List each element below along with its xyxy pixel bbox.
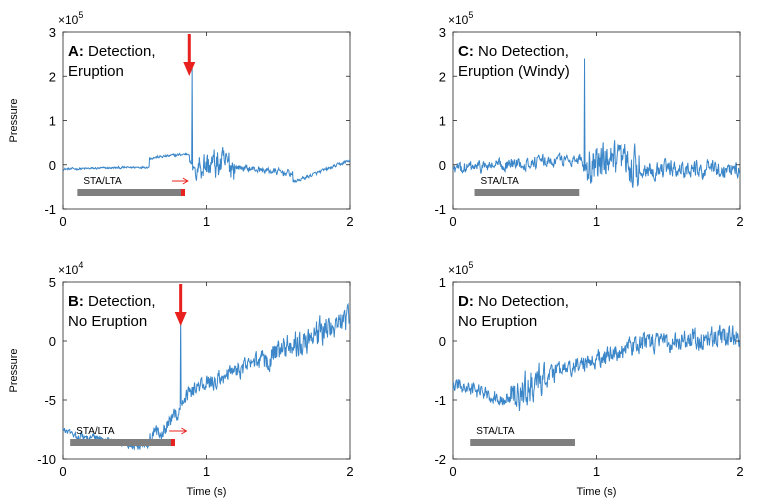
y-tick-label: -1 <box>434 393 446 408</box>
x-tick-label: 1 <box>203 214 210 229</box>
y-tick-label: 0 <box>49 334 56 349</box>
stalta-bar-trigger <box>170 439 175 446</box>
detection-arrow-head <box>183 62 196 76</box>
plot-area-frame <box>452 31 741 210</box>
x-tick-label: 1 <box>593 464 600 479</box>
y-tick-label: 1 <box>439 114 446 129</box>
panel-title-line2: Eruption (Windy) <box>458 63 570 80</box>
stalta-bar <box>77 189 185 196</box>
plot-area-frame <box>62 31 351 210</box>
trigger-arrow-head <box>182 177 189 185</box>
y-tick-label: 3 <box>49 25 56 40</box>
x-tick-label: 2 <box>346 214 353 229</box>
series-line <box>453 324 740 411</box>
panel-title-line1: A: Detection, <box>68 43 156 60</box>
series-line <box>63 67 350 184</box>
x-tick-label: 2 <box>736 214 743 229</box>
y-exponent-power: 4 <box>78 260 83 270</box>
panel-letter: D: <box>458 293 474 310</box>
y-tick-label: -5 <box>44 393 56 408</box>
y-tick-label: -2 <box>434 452 446 467</box>
stalta-label: STA/LTA <box>83 176 122 187</box>
series-line <box>453 58 740 188</box>
panel-title-line2: No Eruption <box>458 313 537 330</box>
stalta-label: STA/LTA <box>476 426 515 437</box>
stalta-bar <box>70 439 175 446</box>
y-tick-label: 1 <box>439 275 446 290</box>
y-exponent-power: 5 <box>468 10 473 20</box>
panel-b: 0 1 2 -10 -5 0 5×104 Pressure Time (s) B: Detecti… <box>8 260 354 498</box>
y-exponent-label: ×104 <box>58 260 83 277</box>
panel-title-line1: B: Detection, <box>68 293 156 310</box>
y-exponent-label: ×105 <box>58 10 83 27</box>
x-tick-label: 1 <box>593 214 600 229</box>
y-exponent-label: ×105 <box>448 10 473 27</box>
y-tick-label: 0 <box>439 334 446 349</box>
y-tick-label: 2 <box>49 69 56 84</box>
x-axis-label: Time (s) <box>577 486 617 498</box>
panel-title-line1: D: No Detection, <box>458 293 569 310</box>
y-tick-label: 2 <box>439 69 446 84</box>
stalta-label: STA/LTA <box>76 426 115 437</box>
panel-letter: B: <box>68 293 84 310</box>
panel-title-text: No Detection, <box>474 43 569 60</box>
y-tick-label: 0 <box>439 158 446 173</box>
x-tick-label: 0 <box>59 214 66 229</box>
stalta-bar-trigger <box>180 189 185 196</box>
y-tick-label: 1 <box>49 114 56 129</box>
y-tick-label: -1 <box>44 202 56 217</box>
stalta-bar <box>470 439 575 446</box>
x-tick-label: 0 <box>59 464 66 479</box>
y-tick-label: -10 <box>37 452 56 467</box>
x-tick-label: 2 <box>346 464 353 479</box>
stalta-label: STA/LTA <box>481 176 520 187</box>
panel-title-line1: C: No Detection, <box>458 43 569 60</box>
y-tick-label: 5 <box>49 275 56 290</box>
y-exponent-power: 5 <box>468 260 473 270</box>
plot-area-frame <box>452 281 741 460</box>
panel-title-text: No Detection, <box>474 293 569 310</box>
panel-title-line2: Eruption <box>68 63 124 80</box>
y-axis-label: Pressure <box>8 348 20 392</box>
y-tick-label: 3 <box>439 25 446 40</box>
x-tick-label: 0 <box>449 214 456 229</box>
x-axis-label: Time (s) <box>187 486 227 498</box>
y-exponent-label: ×105 <box>448 260 473 277</box>
y-tick-label: -1 <box>434 202 446 217</box>
x-tick-label: 2 <box>736 464 743 479</box>
panel-letter: A: <box>68 43 84 60</box>
panel-title-line2: No Eruption <box>68 313 147 330</box>
trigger-arrow-head <box>181 427 188 435</box>
panel-letter: C: <box>458 43 474 60</box>
x-tick-label: 0 <box>449 464 456 479</box>
x-tick-label: 1 <box>203 464 210 479</box>
y-exponent-power: 5 <box>78 10 83 20</box>
panel-title-text: Detection, <box>84 293 156 310</box>
y-axis-label: Pressure <box>8 98 20 142</box>
panel-title-text: Detection, <box>84 43 156 60</box>
stalta-bar <box>474 189 580 196</box>
y-tick-label: 0 <box>49 158 56 173</box>
detection-arrow-head <box>174 312 187 326</box>
